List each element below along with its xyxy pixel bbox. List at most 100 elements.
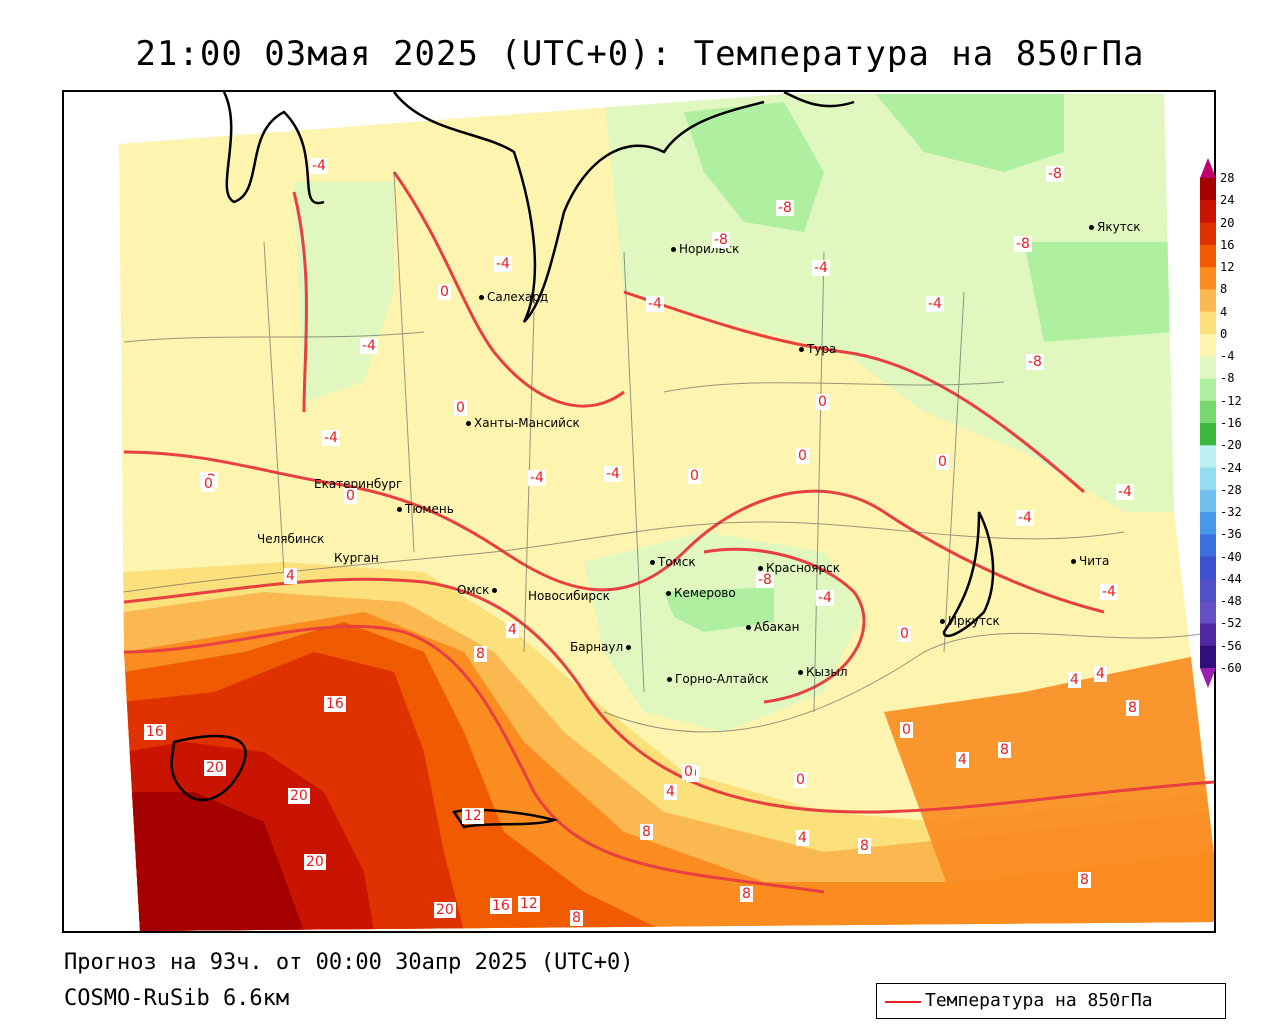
scale-cell — [1200, 623, 1216, 647]
city-tyumen: Тюмень — [397, 502, 454, 516]
contour-label: 12 — [518, 896, 540, 912]
contour-label: 4 — [284, 568, 297, 584]
scale-cell — [1200, 200, 1216, 224]
contour-label: -8 — [1046, 166, 1064, 182]
line-legend-label: Температура на 850гПа — [925, 990, 1153, 1011]
contour-label: 0 — [816, 394, 829, 410]
scale-tick-label: -52 — [1220, 616, 1242, 631]
contour-label: 8 — [858, 838, 871, 854]
red-line-swatch — [885, 1001, 921, 1003]
contour-label: 0 — [794, 772, 807, 788]
contour-label: 0 — [688, 468, 701, 484]
contour-label: -8 — [1014, 236, 1032, 252]
city-tomsk: Томск — [650, 555, 696, 569]
scale-cell — [1200, 333, 1216, 357]
contour-label: -4 — [494, 256, 512, 272]
contour-label: -8 — [776, 200, 794, 216]
contour-label: 12 — [462, 808, 484, 824]
scale-tick-label: -8 — [1220, 371, 1235, 386]
scale-cell — [1200, 512, 1216, 535]
contour-label: 0 — [438, 284, 451, 300]
contour-label: -4 — [1100, 584, 1118, 600]
scale-cell — [1200, 378, 1216, 402]
scale-tick-label: -20 — [1220, 438, 1242, 453]
scale-tick-label: -24 — [1220, 460, 1242, 475]
scale-cell — [1200, 267, 1216, 290]
city-dot-icon — [666, 591, 671, 596]
city-kyzyl: Кызыл — [798, 665, 848, 679]
contour-label: -4 — [926, 296, 944, 312]
line-legend: Температура на 850гПа — [876, 983, 1226, 1019]
contour-label: 20 — [288, 788, 310, 804]
contour-label: 8 — [570, 910, 583, 926]
contour-label: -8 — [756, 572, 774, 588]
city-chita: Чита — [1071, 554, 1109, 568]
scale-cell — [1200, 178, 1216, 201]
scale-cell — [1200, 356, 1216, 379]
city-dot-icon — [479, 295, 484, 300]
contour-label: 16 — [490, 898, 512, 914]
scale-tick-label: -32 — [1220, 505, 1242, 520]
contour-label: 8 — [1126, 700, 1139, 716]
contour-label: -8 — [1026, 354, 1044, 370]
contour-label: -4 — [360, 338, 378, 354]
contour-label: 20 — [434, 902, 456, 918]
contour-label: 8 — [474, 646, 487, 662]
contour-label: 8 — [740, 886, 753, 902]
city-tura: Тура — [799, 342, 836, 356]
city-khanty-mansiysk: Ханты-Мансийск — [466, 416, 580, 430]
contour-label: -4 — [646, 296, 664, 312]
contour-label: 4 — [664, 784, 677, 800]
contour-label: 20 — [204, 760, 226, 776]
scale-cell — [1200, 578, 1216, 602]
contour-label: 0 — [344, 488, 357, 504]
contour-label: -4 — [604, 466, 622, 482]
contour-label: 4 — [796, 830, 809, 846]
contour-label: 16 — [324, 696, 346, 712]
scale-cell — [1200, 534, 1216, 558]
chart-title: 21:00 03мая 2025 (UTC+0): Температура на… — [135, 34, 1145, 74]
city-novosibirsk: Новосибирск — [528, 589, 610, 603]
city-dot-icon — [758, 566, 763, 571]
city-dot-icon — [492, 588, 498, 593]
city-dot-icon — [799, 347, 804, 352]
scale-cell — [1200, 311, 1216, 335]
scale-tick-label: 4 — [1220, 304, 1228, 319]
city-abakan: Абакан — [746, 620, 799, 634]
contour-label: 8 — [998, 742, 1011, 758]
contour-label: 0 — [936, 454, 949, 470]
contour-lines — [123, 171, 1214, 894]
contour-label: 0 — [796, 448, 809, 464]
scale-tick-label: -40 — [1220, 549, 1242, 564]
scale-tick-label: -12 — [1220, 393, 1242, 408]
city-dot-icon — [466, 421, 471, 426]
city-kemerovo: Кемерово — [666, 586, 736, 600]
contour-label: -4 — [812, 260, 830, 276]
city-dot-icon — [1089, 225, 1094, 230]
scale-top-arrow — [1200, 158, 1216, 178]
scale-cell — [1200, 489, 1216, 513]
scale-cell — [1200, 400, 1216, 424]
scale-tick-label: -48 — [1220, 594, 1242, 609]
city-gorno-altaysk: Горно-Алтайск — [667, 672, 769, 686]
city-yekaterinburg: Екатеринбург — [314, 477, 403, 491]
scale-cell — [1200, 445, 1216, 469]
map-area: Норильск Якутск Салехард Тура Ханты-Манс… — [62, 90, 1216, 933]
scale-bottom-arrow — [1200, 668, 1216, 688]
scale-tick-label: 12 — [1220, 260, 1235, 275]
city-dot-icon — [650, 560, 655, 565]
scale-cell — [1200, 244, 1216, 268]
contour-label: -4 — [816, 590, 834, 606]
scale-tick-label: -4 — [1220, 349, 1235, 364]
scale-tick-label: 16 — [1220, 237, 1235, 252]
contour-label: 4 — [1094, 666, 1107, 682]
contour-label: 8 — [1078, 872, 1091, 888]
city-yakutsk: Якутск — [1089, 220, 1141, 234]
contour-label: -4 — [322, 430, 340, 446]
city-dot-icon — [940, 619, 945, 624]
contour-label: -4 — [528, 470, 546, 486]
contour-label: 8 — [640, 824, 653, 840]
contour-label: 0 — [682, 764, 695, 780]
city-dot-icon — [746, 625, 751, 630]
city-dot-icon — [667, 677, 672, 682]
